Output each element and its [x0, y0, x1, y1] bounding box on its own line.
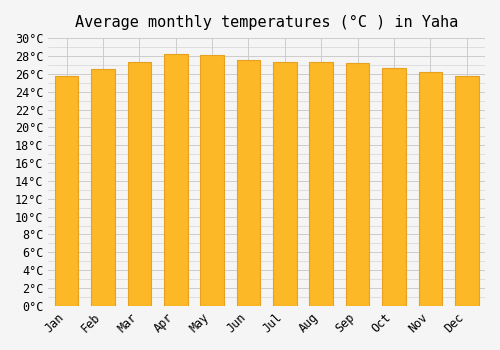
Bar [128, 62, 151, 306]
Bar [273, 62, 296, 306]
Bar [91, 69, 115, 306]
Bar [455, 76, 478, 306]
Bar [164, 54, 188, 306]
Bar [382, 68, 406, 306]
Bar [200, 55, 224, 306]
Bar [418, 72, 442, 306]
Bar [346, 63, 370, 306]
Bar [236, 61, 260, 306]
Bar [54, 76, 78, 306]
Bar [310, 62, 333, 306]
Title: Average monthly temperatures (°C ) in Yaha: Average monthly temperatures (°C ) in Ya… [75, 15, 458, 30]
